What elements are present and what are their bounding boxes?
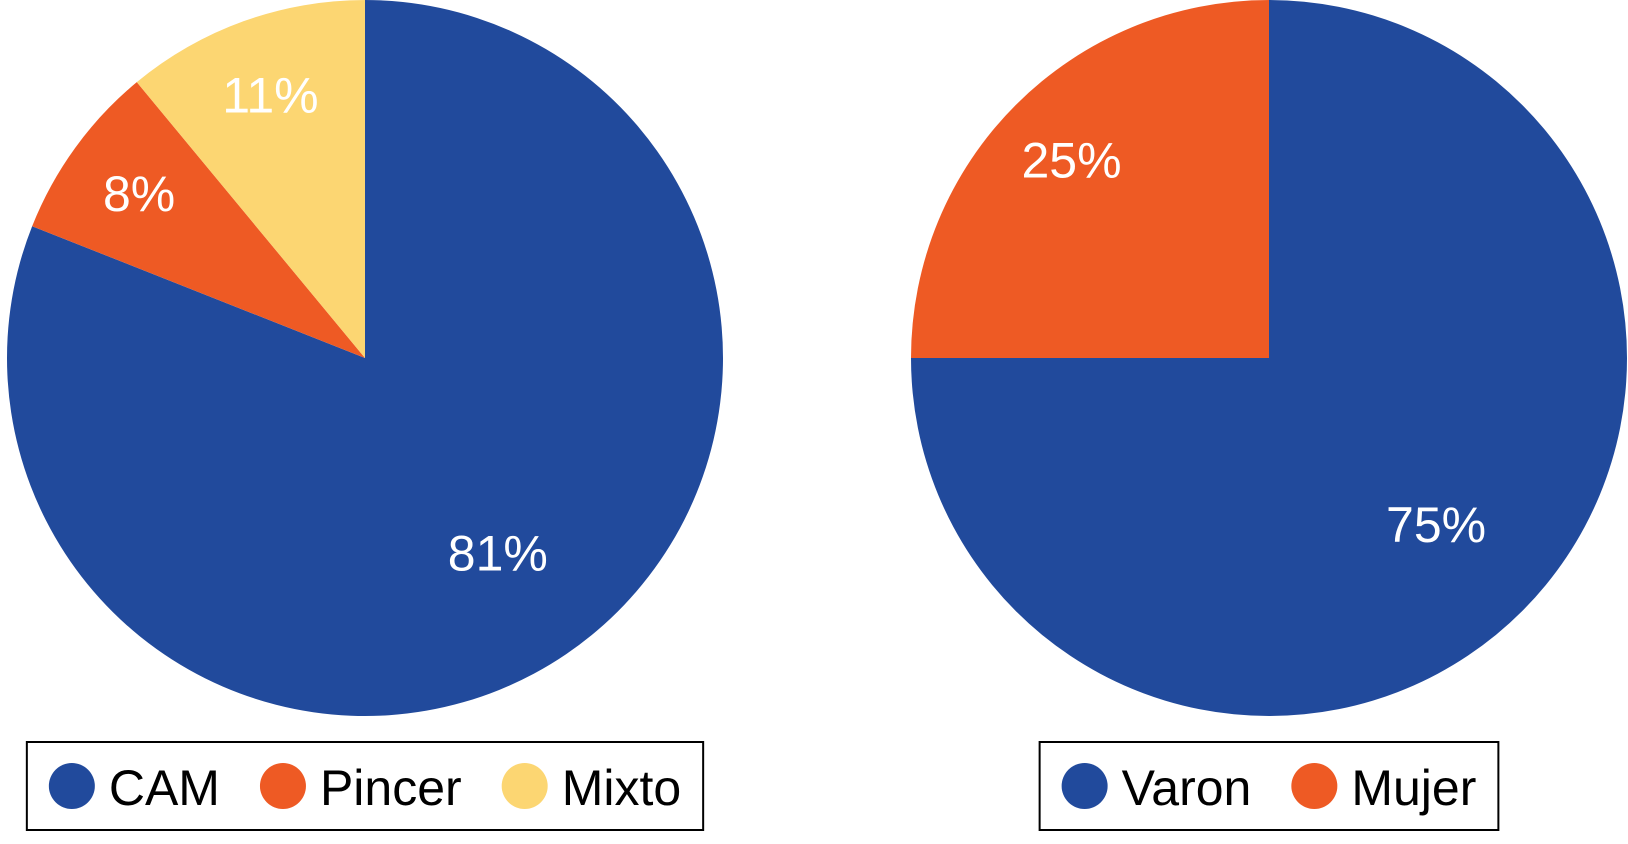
- legend-label: CAM: [109, 760, 220, 816]
- legend-label: Mujer: [1351, 760, 1476, 816]
- data-label: 75%: [1386, 497, 1486, 553]
- data-label: 8%: [103, 166, 175, 222]
- pie-slice: [7, 0, 723, 716]
- legend-marker: [259, 763, 306, 809]
- legend-marker: [501, 763, 548, 809]
- legend-box: [25, 741, 705, 831]
- legend-label: Varon: [1122, 760, 1252, 816]
- legend-label: Mixto: [562, 760, 681, 816]
- pie-slice: [911, 0, 1269, 358]
- legend: CAM Pincer Mixto: [25, 741, 705, 831]
- data-label: 81%: [448, 525, 548, 581]
- legend-marker: [48, 763, 95, 809]
- legend-marker: [1061, 763, 1108, 809]
- legend-label: Pincer: [320, 760, 462, 816]
- legend-marker: [1291, 763, 1338, 809]
- pie-slice: [32, 82, 366, 359]
- data-label: 11%: [222, 67, 318, 123]
- data-label: 25%: [1022, 133, 1122, 189]
- legend: Varon Mujer: [1038, 741, 1500, 831]
- pie-slice: [136, 0, 365, 358]
- legend-box: [1038, 741, 1500, 831]
